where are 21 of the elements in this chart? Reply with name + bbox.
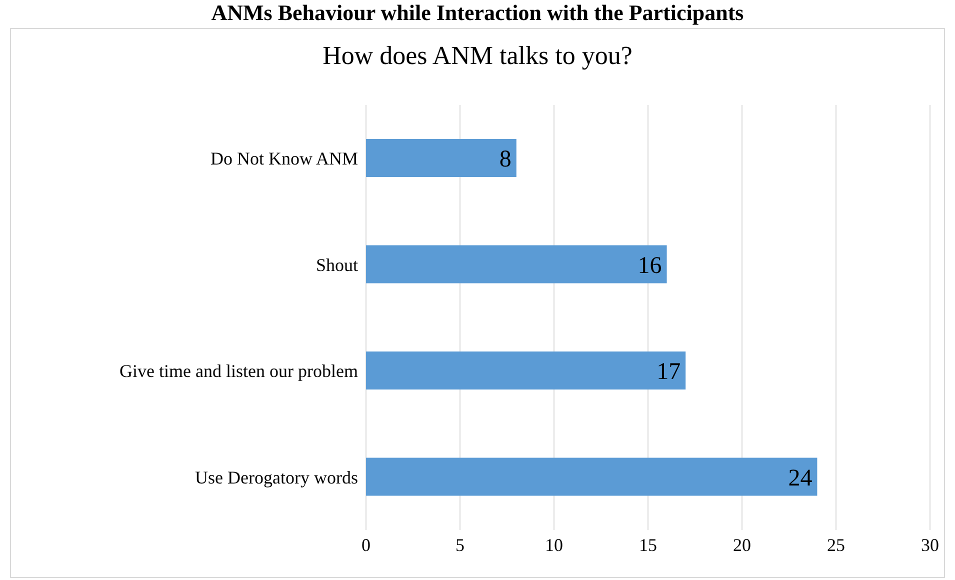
bar bbox=[366, 245, 667, 284]
bar bbox=[366, 352, 686, 390]
chart-subtitle: How does ANM talks to you? bbox=[322, 41, 634, 71]
data-label: 17 bbox=[656, 359, 681, 386]
bar bbox=[366, 458, 818, 496]
x-tick-label: 10 bbox=[545, 534, 563, 555]
data-label: 16 bbox=[638, 252, 662, 279]
y-tick-label: Shout bbox=[316, 254, 358, 275]
x-tick-label: 5 bbox=[456, 534, 464, 555]
x-tick-label: 0 bbox=[362, 534, 370, 555]
data-label: 8 bbox=[499, 146, 512, 173]
y-tick-label: Do Not Know ANM bbox=[210, 148, 358, 169]
data-label: 24 bbox=[788, 465, 812, 492]
x-tick-label: 30 bbox=[921, 534, 939, 555]
x-tick-label: 15 bbox=[639, 534, 657, 555]
bar bbox=[366, 139, 516, 177]
y-tick-label: Use Derogatory words bbox=[195, 467, 358, 488]
x-tick-label: 20 bbox=[733, 534, 751, 555]
x-tick-label: 25 bbox=[827, 534, 845, 555]
y-tick-label: Give time and listen our problem bbox=[120, 361, 358, 382]
chart-title: ANMs Behaviour while Interaction with the Participants bbox=[210, 0, 745, 26]
